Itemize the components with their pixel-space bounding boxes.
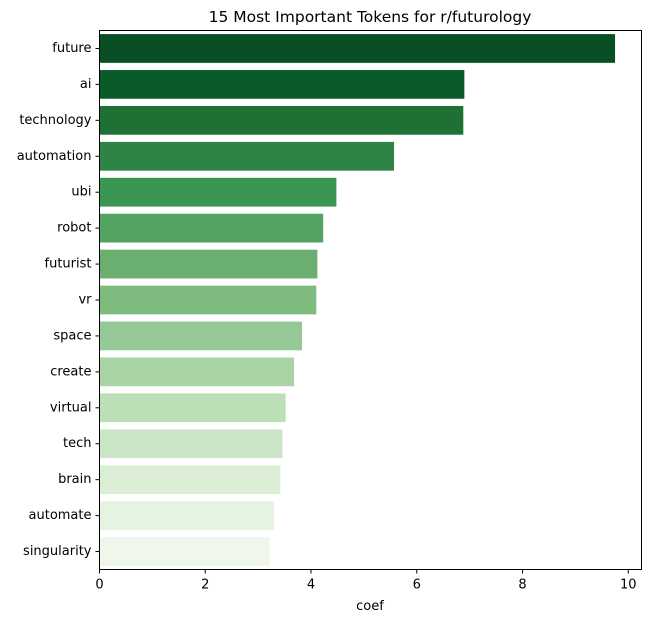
bar-virtual [99,393,286,423]
y-tick-label: future [52,41,91,56]
y-tick-label: ubi [71,185,91,200]
bar-ubi [99,177,337,207]
y-tick-label: futurist [45,257,92,272]
y-tick-label: ai [80,77,92,92]
y-tick-label: create [50,364,91,379]
bar-brain [99,465,281,495]
bar-automate [99,501,274,530]
y-tick-label: robot [57,221,91,236]
x-tick-label: 6 [413,578,421,593]
bar-robot [99,213,324,243]
y-tick-label: space [53,328,91,343]
bar-future [99,34,616,63]
y-tick-label: automation [17,149,92,164]
x-axis-ticks: 0 2 4 6 8 10 [95,569,637,593]
y-tick-label: automate [29,508,92,523]
x-tick-label: 2 [201,578,209,593]
y-tick-label: brain [58,472,91,487]
bar-futurist [99,249,318,279]
bar-vr [99,285,317,315]
y-tick-labels: future ai technology automation ubi robot futu… [17,41,100,559]
bar-automation [99,141,395,171]
x-tick-label: 4 [307,578,315,593]
bar-ai [99,70,465,99]
bars-layer [99,34,616,566]
bar-tech [99,429,283,459]
bar-singularity [99,537,270,566]
y-tick-label: singularity [23,544,92,559]
plot-frame [99,30,642,570]
bar-create [99,357,295,387]
y-tick-label: tech [63,436,91,451]
bar-technology [99,105,464,135]
x-tick-label: 0 [95,578,103,593]
x-tick-label: 8 [518,578,526,593]
x-axis-label: coef [356,599,384,614]
chart-title: 15 Most Important Tokens for r/futurolog… [209,8,532,26]
y-tick-label: virtual [50,400,92,415]
y-tick-label: vr [78,293,92,308]
x-tick-label: 10 [620,578,637,593]
y-tick-label: technology [19,113,91,128]
bar-space [99,321,303,351]
